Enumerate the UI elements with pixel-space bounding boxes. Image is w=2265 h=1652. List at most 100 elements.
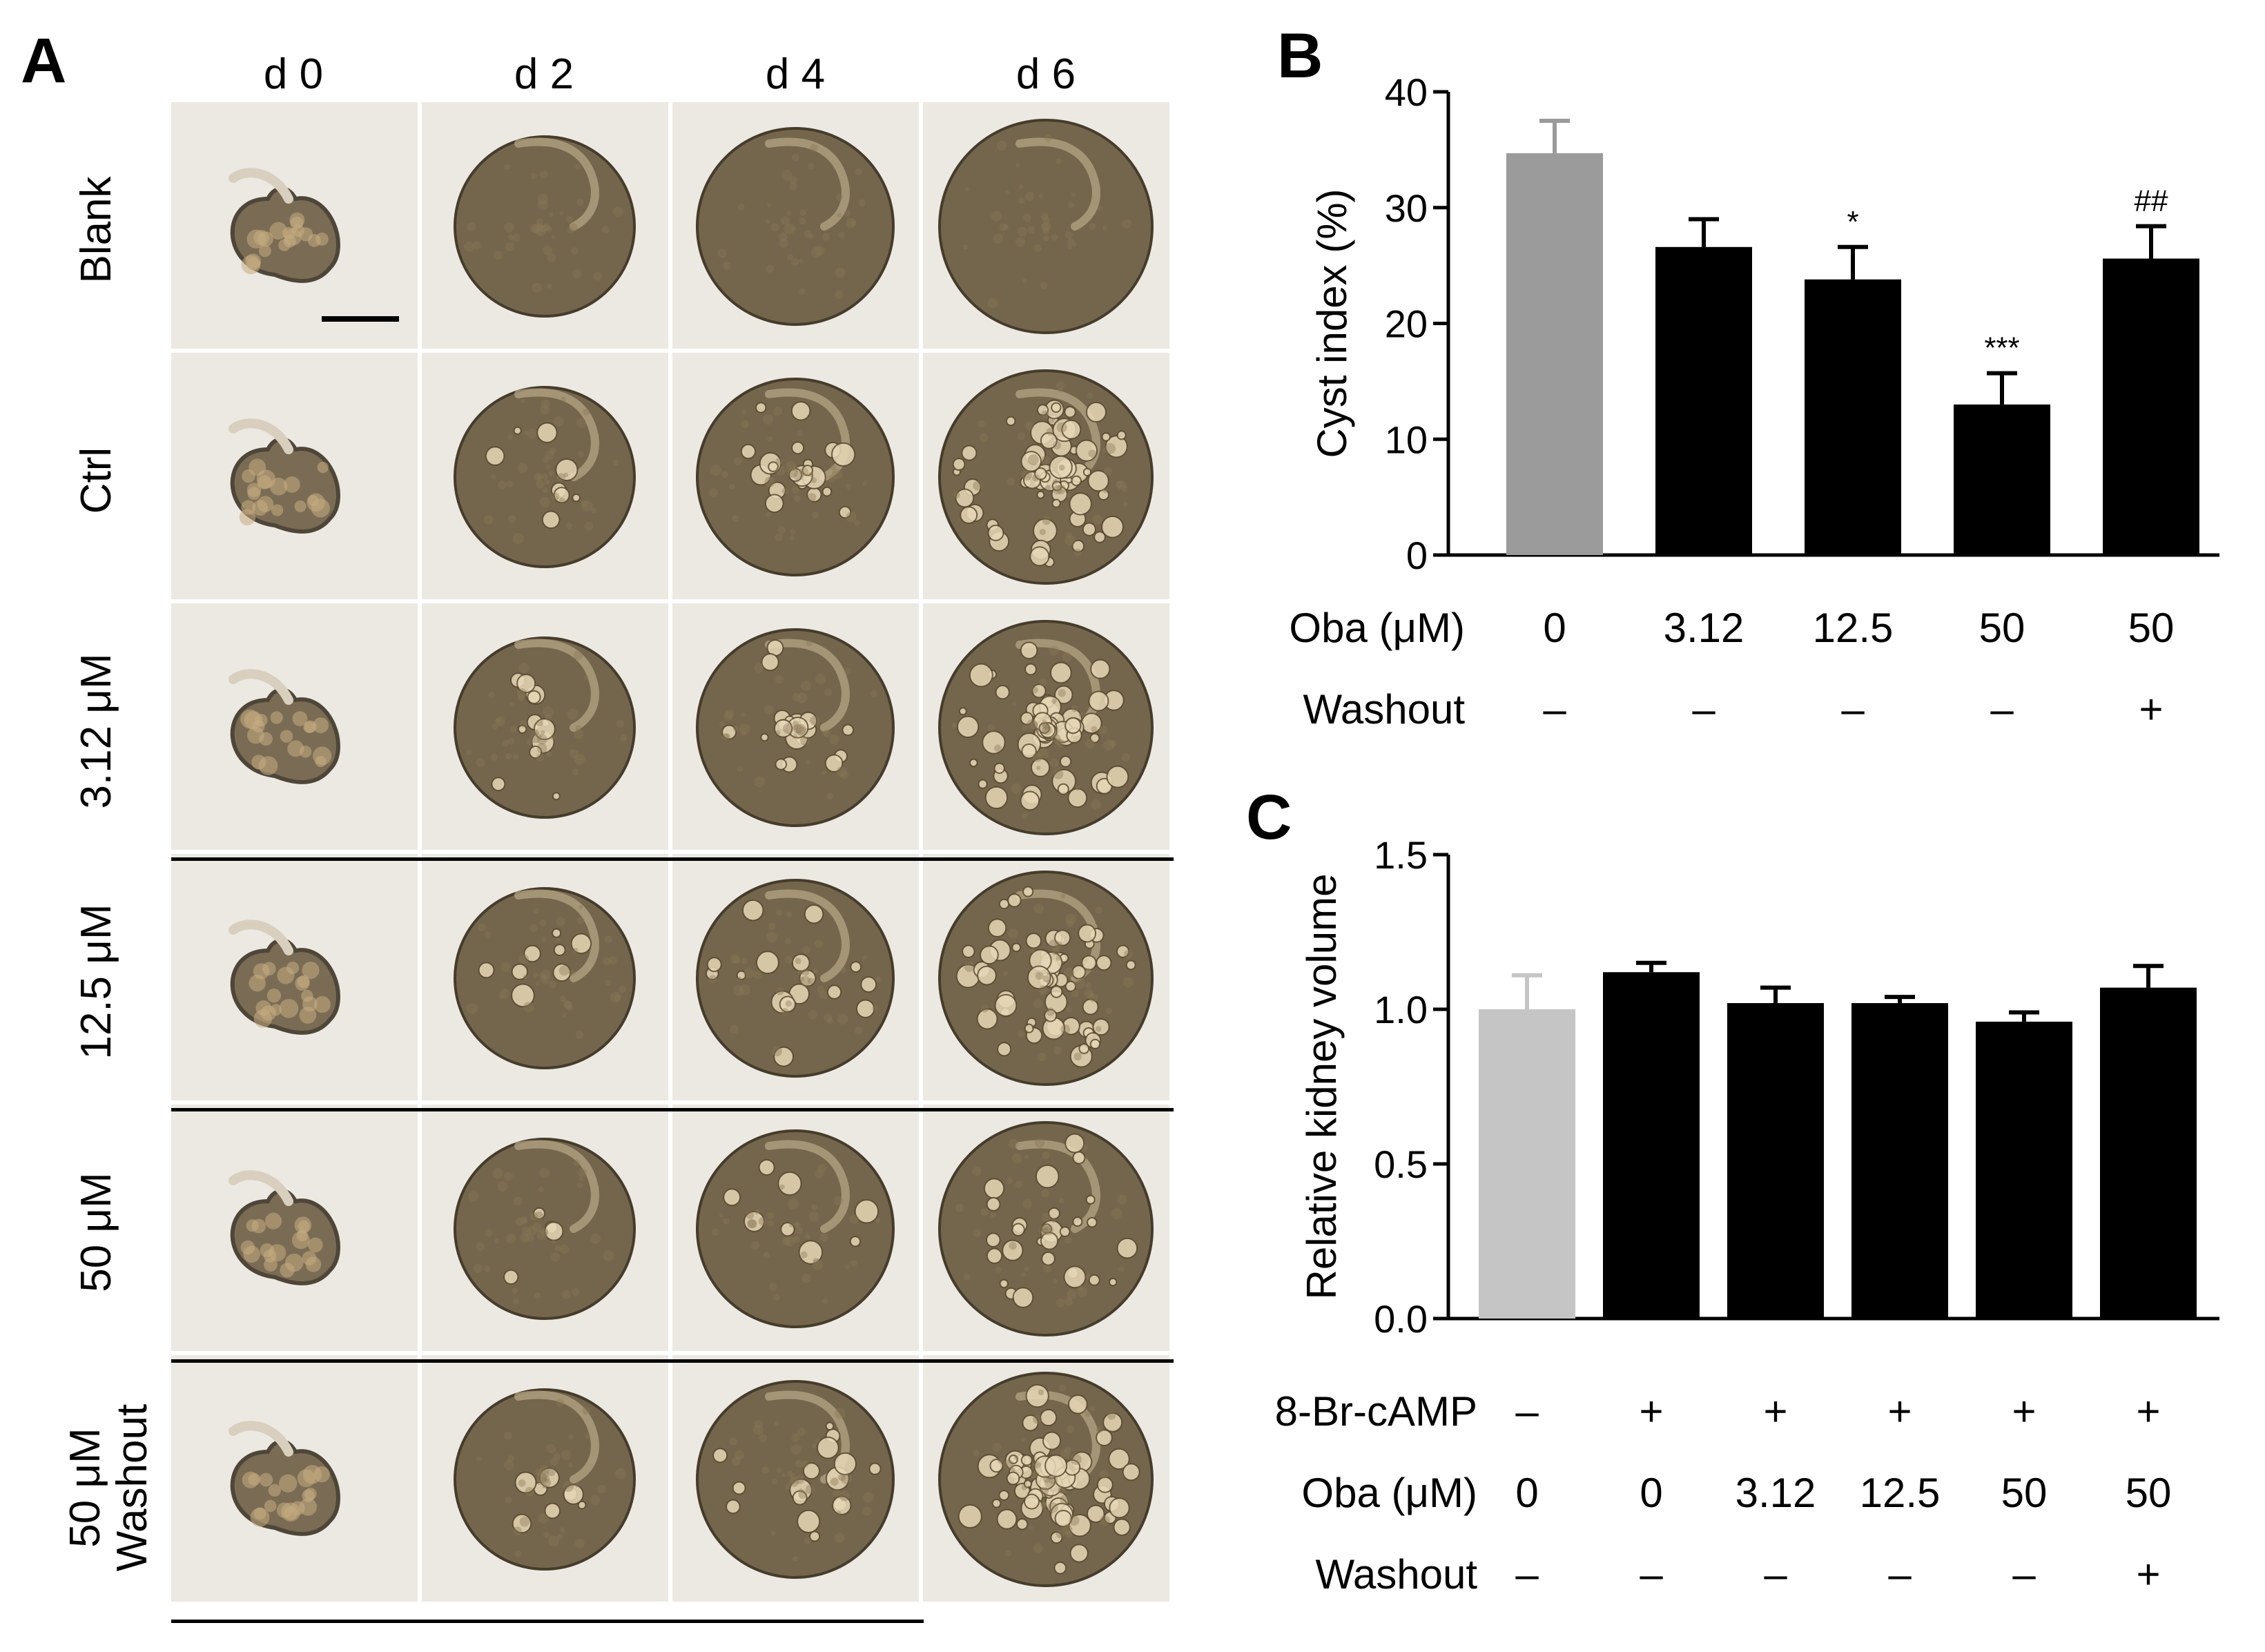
table-cell-c: 0 — [1640, 1470, 1662, 1516]
ureter-shape — [229, 669, 293, 705]
bar-b-2 — [1655, 246, 1752, 555]
y-tick-label-c: 0.5 — [1374, 1143, 1428, 1186]
row-label-50: 50 μM — [72, 1172, 120, 1292]
column-label-d0: d 0 — [263, 50, 324, 98]
micrograph-r1-c4 — [923, 102, 1169, 349]
table-cell-c: – — [1515, 1551, 1539, 1597]
micrograph-r4-c3 — [672, 854, 919, 1100]
table-row-label-b: Washout — [1303, 686, 1465, 732]
table-cell-c: – — [1515, 1388, 1539, 1435]
table-row-label-c: Oba (μM) — [1301, 1470, 1477, 1516]
significance-mark-b: *** — [1984, 331, 2019, 365]
micrograph-r6-c2 — [422, 1355, 668, 1602]
micrograph-r5-c2 — [422, 1105, 668, 1351]
micrograph-r2-c3 — [672, 353, 919, 599]
table-cell-c: + — [1763, 1388, 1787, 1435]
bar-b-4 — [1954, 404, 2050, 555]
row-label-3-12: 3.12 μM — [72, 653, 120, 809]
micrograph-r4-c4 — [923, 854, 1169, 1100]
significance-mark-b: ## — [2135, 184, 2168, 218]
row-separator-4 — [171, 1108, 1174, 1111]
micrograph-r2-c1 — [171, 353, 418, 599]
table-cell-b: – — [1543, 686, 1566, 732]
micrograph-r3-c4 — [923, 603, 1169, 850]
table-cell-c: + — [2136, 1388, 2160, 1435]
bar-c-2 — [1603, 972, 1700, 1319]
table-row-label-c: Washout — [1315, 1551, 1477, 1597]
table-row-label-c: 8-Br-cAMP — [1275, 1388, 1477, 1435]
table-cell-c: – — [2012, 1551, 2036, 1597]
y-tick-label-c: 1.5 — [1374, 833, 1428, 877]
ureter-shape — [229, 1170, 293, 1206]
table-cell-c: + — [2136, 1551, 2160, 1597]
bar-c-1 — [1479, 1009, 1575, 1319]
micrograph-r6-c1 — [171, 1355, 418, 1602]
bar-c-3 — [1727, 1003, 1824, 1319]
row-label-ctrl: Ctrl — [72, 447, 120, 514]
bar-c-5 — [1976, 1021, 2072, 1319]
table-cell-c: + — [2012, 1388, 2036, 1435]
table-cell-c: + — [1639, 1388, 1663, 1435]
bar-b-5 — [2103, 258, 2199, 555]
row-label-50-washout-line2: Washout — [108, 1403, 156, 1572]
bar-b-1 — [1506, 153, 1603, 556]
table-cell-c: 3.12 — [1736, 1470, 1816, 1516]
y-tick-label-b: 0 — [1406, 534, 1428, 577]
ureter-shape — [229, 418, 293, 454]
scale-bar — [322, 316, 399, 322]
ureter-shape — [229, 920, 293, 955]
table-cell-c: – — [1764, 1551, 1787, 1597]
y-tick-label-b: 10 — [1385, 418, 1428, 461]
table-cell-b: 50 — [1979, 605, 2025, 651]
micrograph-r3-c3 — [672, 603, 919, 850]
micrograph-r5-c3 — [672, 1105, 919, 1351]
significance-mark-b: * — [1847, 205, 1858, 239]
table-cell-c: 50 — [2126, 1470, 2172, 1516]
y-tick-label-b: 40 — [1385, 70, 1428, 114]
micrograph-r6-c4 — [923, 1355, 1169, 1602]
micrograph-r1-c3 — [672, 102, 919, 349]
micrograph-r5-c1 — [171, 1105, 418, 1351]
table-cell-c: 50 — [2001, 1470, 2048, 1516]
table-cell-b: 3.12 — [1664, 605, 1744, 651]
y-tick-label-c: 0.0 — [1374, 1297, 1428, 1341]
panel-a-letter: A — [21, 26, 67, 96]
table-cell-b: 50 — [2128, 605, 2175, 651]
bar-c-4 — [1851, 1003, 1948, 1319]
table-cell-c: 0 — [1515, 1470, 1538, 1516]
micrograph-r4-c2 — [422, 854, 668, 1100]
micrograph-r5-c4 — [923, 1105, 1169, 1351]
y-tick-label-b: 20 — [1385, 302, 1428, 346]
y-axis-label-b: Cyst index (%) — [1309, 188, 1355, 458]
bar-b-3 — [1805, 279, 1901, 555]
table-cell-b: – — [1841, 686, 1865, 732]
micrograph-r3-c2 — [422, 603, 668, 850]
row-label-50-washout-line1: 50 μM — [61, 1428, 109, 1548]
micrograph-r2-c2 — [422, 353, 668, 599]
column-label-d4: d 4 — [765, 50, 826, 98]
table-cell-b: – — [1692, 686, 1715, 732]
column-label-d6: d 6 — [1015, 50, 1076, 98]
table-row-label-b: Oba (μM) — [1289, 605, 1465, 651]
table-cell-c: 12.5 — [1860, 1470, 1941, 1516]
row-label-50-washout: 50 μM Washout — [61, 1403, 156, 1572]
row-label-blank: Blank — [72, 176, 120, 284]
table-cell-b: 12.5 — [1813, 605, 1894, 651]
kidney-shape — [696, 1129, 895, 1328]
table-cell-c: – — [1640, 1551, 1663, 1597]
y-tick-label-c: 1.0 — [1374, 988, 1428, 1031]
table-cell-b: 0 — [1543, 605, 1566, 651]
table-cell-b: – — [1990, 686, 2014, 732]
ureter-shape — [229, 1421, 293, 1457]
table-cell-b: + — [2139, 686, 2163, 732]
micrograph-r4-c1 — [171, 854, 418, 1100]
ureter-shape — [229, 168, 293, 204]
micrograph-r1-c1 — [171, 102, 418, 349]
y-axis-label-c: Relative kidney volume — [1299, 874, 1345, 1300]
row-separator-3 — [171, 857, 1174, 861]
table-cell-c: – — [1888, 1551, 1912, 1597]
table-cell-c: + — [1887, 1388, 1912, 1435]
panel-b-letter: B — [1277, 21, 1323, 91]
micrograph-r6-c3 — [672, 1355, 919, 1602]
